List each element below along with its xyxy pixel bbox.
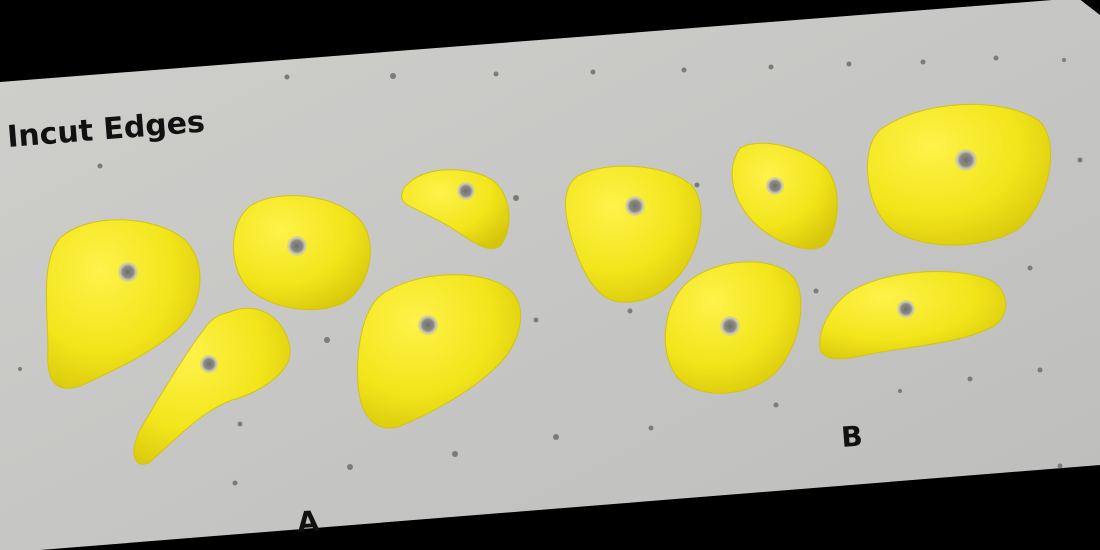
hold-a2-bolt (287, 236, 307, 256)
hold-set-a (45, 169, 522, 465)
wall-bolt-holes (18, 55, 1083, 486)
hold-b3 (867, 103, 1051, 246)
hold-b2-bolt (766, 177, 784, 195)
hold-a3 (133, 307, 291, 465)
hold-a4 (401, 169, 510, 250)
hold-b4-bolt (720, 316, 740, 336)
hold-b2 (731, 142, 838, 250)
hold-a3-bolt (200, 355, 218, 373)
hold-a1 (45, 219, 201, 389)
set-label-a: A (296, 504, 321, 539)
hold-b3-bolt (955, 149, 977, 171)
hold-b1 (565, 165, 702, 303)
set-label-b: B (840, 419, 864, 454)
hold-a5 (357, 274, 522, 429)
hold-a1-bolt (118, 262, 138, 282)
hold-a4-bolt (457, 182, 475, 200)
hold-set-b (565, 103, 1051, 394)
hold-b1-bolt (625, 196, 645, 216)
hold-a5-bolt (418, 315, 438, 335)
hold-b5-bolt (897, 300, 915, 318)
